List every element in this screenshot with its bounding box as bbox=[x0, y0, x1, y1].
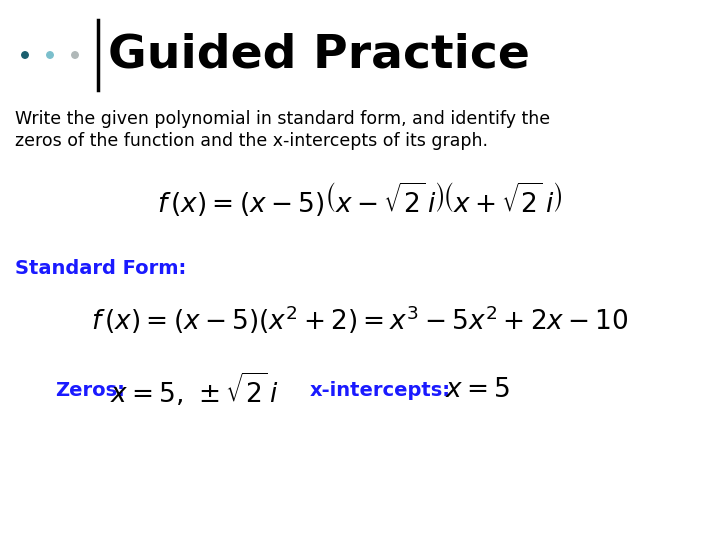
Text: $f\,(x)=(x-5)\left(x^2+2\right)=x^3-5x^2+2x-10$: $f\,(x)=(x-5)\left(x^2+2\right)=x^3-5x^2… bbox=[91, 303, 629, 336]
Ellipse shape bbox=[22, 52, 28, 58]
Text: Guided Practice: Guided Practice bbox=[108, 32, 530, 78]
Text: Write the given polynomial in standard form, and identify the: Write the given polynomial in standard f… bbox=[15, 110, 550, 128]
Ellipse shape bbox=[47, 52, 53, 58]
Text: x-intercepts:: x-intercepts: bbox=[310, 381, 451, 400]
Ellipse shape bbox=[72, 52, 78, 58]
Text: Standard Form:: Standard Form: bbox=[15, 259, 186, 278]
Text: $f\,(x)=(x-5)\left(x-\sqrt{2}\,i\right)\!\left(x+\sqrt{2}\,i\right)$: $f\,(x)=(x-5)\left(x-\sqrt{2}\,i\right)\… bbox=[157, 181, 563, 219]
Text: zeros of the function and the x-intercepts of its graph.: zeros of the function and the x-intercep… bbox=[15, 132, 488, 150]
Text: $x=5,\,\pm\sqrt{2}\,i$: $x=5,\,\pm\sqrt{2}\,i$ bbox=[110, 371, 279, 409]
Text: Zeros:: Zeros: bbox=[55, 381, 125, 400]
Text: $x=5$: $x=5$ bbox=[445, 377, 510, 403]
